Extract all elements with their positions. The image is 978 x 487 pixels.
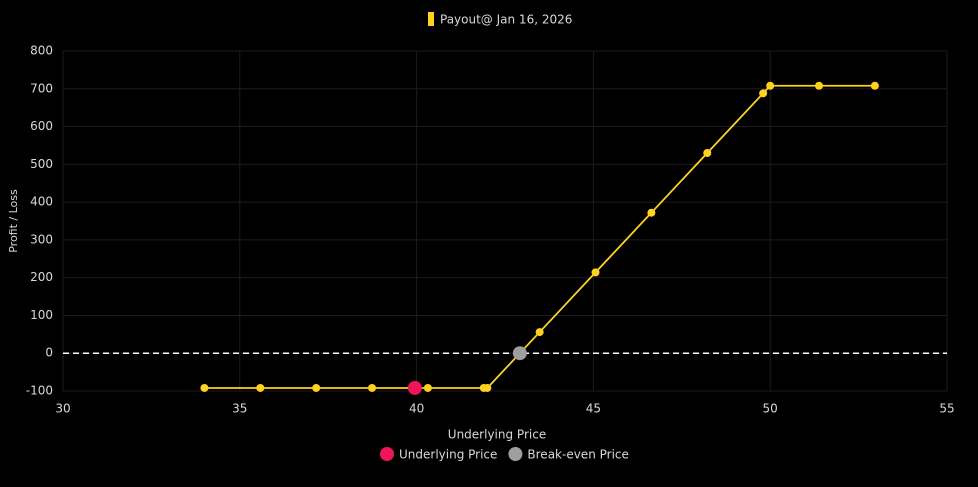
data-point — [535, 328, 544, 337]
data-point — [200, 383, 209, 392]
x-tick-label: 30 — [55, 402, 70, 416]
data-point — [647, 208, 656, 217]
y-tick-label: 700 — [30, 81, 53, 95]
legend-label[interactable]: Break-even Price — [527, 448, 628, 462]
data-point — [368, 383, 377, 392]
data-point — [814, 81, 823, 90]
data-point — [483, 383, 492, 392]
x-axis-label: Underlying Price — [448, 428, 546, 442]
x-tick-label: 45 — [586, 402, 601, 416]
y-tick-label: 0 — [45, 346, 53, 360]
marker-point — [407, 380, 422, 395]
legend-marker[interactable] — [380, 447, 394, 461]
y-tick-label: 800 — [30, 44, 53, 58]
x-tick-label: 55 — [939, 402, 954, 416]
y-tick-label: 200 — [30, 270, 53, 284]
legend-label[interactable]: Underlying Price — [399, 448, 497, 462]
y-tick-label: -100 — [26, 384, 53, 398]
y-tick-label: 300 — [30, 232, 53, 246]
data-point — [759, 89, 768, 98]
data-point — [870, 81, 879, 90]
x-tick-label: 50 — [763, 402, 778, 416]
data-point — [312, 383, 321, 392]
x-tick-label: 35 — [232, 402, 247, 416]
data-point — [703, 149, 712, 157]
x-tick-label: 40 — [409, 402, 424, 416]
legend-label: Payout@ Jan 16, 2026 — [440, 13, 572, 27]
legend-swatch — [428, 12, 434, 26]
legend-marker[interactable] — [508, 447, 523, 461]
y-tick-label: 500 — [30, 157, 53, 171]
data-point — [256, 383, 265, 392]
data-point — [766, 81, 775, 90]
y-axis-label: Profit / Loss — [7, 189, 20, 253]
y-tick-label: 400 — [30, 195, 53, 209]
data-point — [591, 268, 600, 277]
data-point — [423, 383, 432, 392]
y-tick-label: 600 — [30, 119, 53, 133]
marker-point — [512, 346, 527, 361]
y-tick-label: 100 — [30, 308, 53, 322]
